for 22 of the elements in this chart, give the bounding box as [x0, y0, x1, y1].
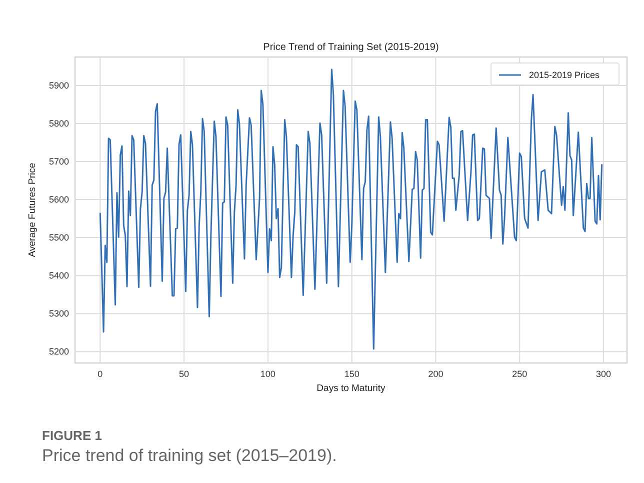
y-tick-label: 5700: [48, 156, 69, 167]
y-tick-label: 5600: [48, 194, 69, 205]
y-tick-label: 5200: [48, 346, 69, 357]
y-tick-label: 5800: [48, 118, 69, 129]
x-axis-title: Days to Maturity: [316, 383, 386, 394]
y-tick-label: 5900: [48, 80, 69, 91]
y-tick-label: 5400: [48, 270, 69, 281]
y-tick-label: 5500: [48, 232, 69, 243]
x-tick-label: 300: [596, 369, 612, 379]
chart-title: Price Trend of Training Set (2015-2019): [263, 42, 439, 53]
line-series: [99, 68, 603, 350]
y-tick-label: 5300: [48, 308, 69, 319]
x-tick-label: 250: [512, 369, 528, 379]
text: Price trend of training set (2015–2019).: [42, 446, 337, 465]
y-axis-title: Average Futures Price: [27, 162, 38, 258]
legend-label: 2015-2019 Prices: [529, 70, 600, 80]
x-tick-label: 200: [428, 369, 444, 379]
x-tick-label: 100: [260, 369, 276, 379]
x-tick-label: 150: [344, 369, 360, 379]
caption: FIGURE 1: [42, 428, 102, 443]
x-tick-label: 0: [98, 369, 103, 379]
x-tick-label: 50: [179, 369, 190, 379]
